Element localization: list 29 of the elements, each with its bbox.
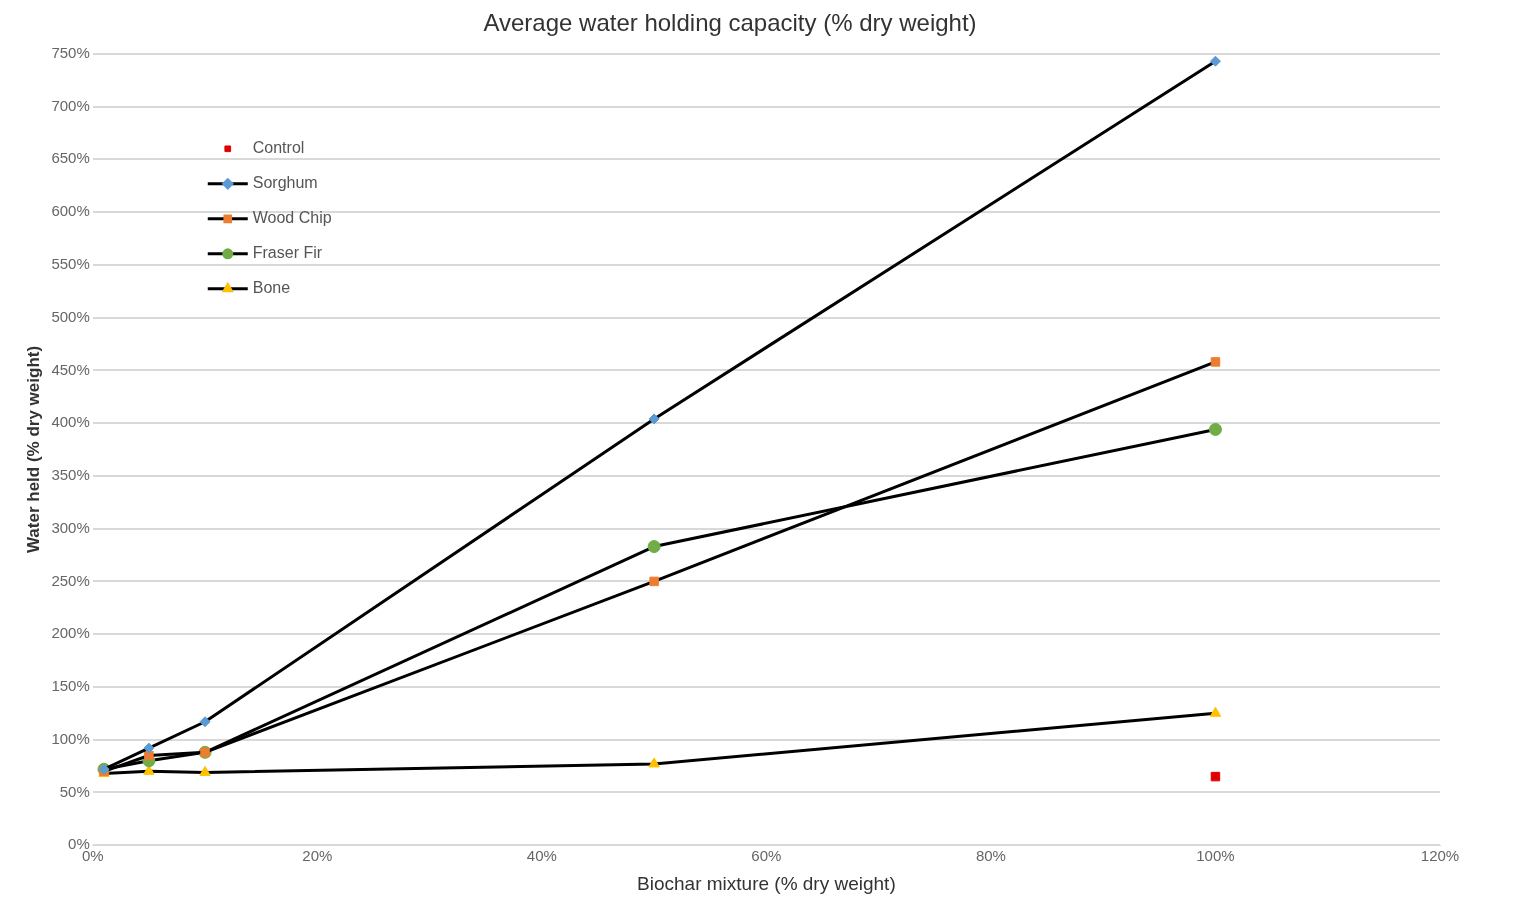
y-tick-label: 500%: [51, 307, 90, 325]
legend-label: Fraser Fir: [252, 244, 323, 262]
y-tick-label: 50%: [59, 782, 90, 800]
y-tick-label: 100%: [51, 729, 90, 747]
y-tick-label: 350%: [51, 466, 90, 484]
legend-label: Wood Chip: [252, 209, 332, 227]
legend-label: Bone: [252, 279, 291, 297]
y-tick-label: 300%: [51, 518, 90, 536]
x-tick-label: 120%: [1420, 847, 1460, 865]
x-tick-label: 40%: [526, 847, 557, 865]
y-tick-label: 150%: [51, 677, 90, 695]
y-axis-title: Water held (% dry weight): [23, 345, 43, 554]
y-tick-label: 700%: [51, 96, 90, 114]
x-axis-title: Biochar mixture (% dry weight): [637, 872, 896, 894]
x-tick-label: 20%: [302, 847, 333, 865]
x-tick-label: 80%: [975, 847, 1006, 865]
legend-label: Control: [252, 139, 305, 157]
y-tick-label: 750%: [51, 43, 90, 61]
legend-label: Sorghum: [252, 174, 318, 192]
y-tick-label: 650%: [51, 149, 90, 167]
y-tick-label: 450%: [51, 360, 90, 378]
x-tick-label: 60%: [751, 847, 782, 865]
chart-title: Average water holding capacity (% dry weight): [483, 9, 977, 37]
y-tick-label: 250%: [51, 571, 90, 589]
y-tick-label: 600%: [51, 202, 90, 220]
y-tick-label: 400%: [51, 413, 90, 431]
x-tick-label: 100%: [1196, 847, 1235, 865]
y-tick-label: 550%: [51, 254, 90, 272]
y-tick-label: 200%: [51, 624, 90, 642]
